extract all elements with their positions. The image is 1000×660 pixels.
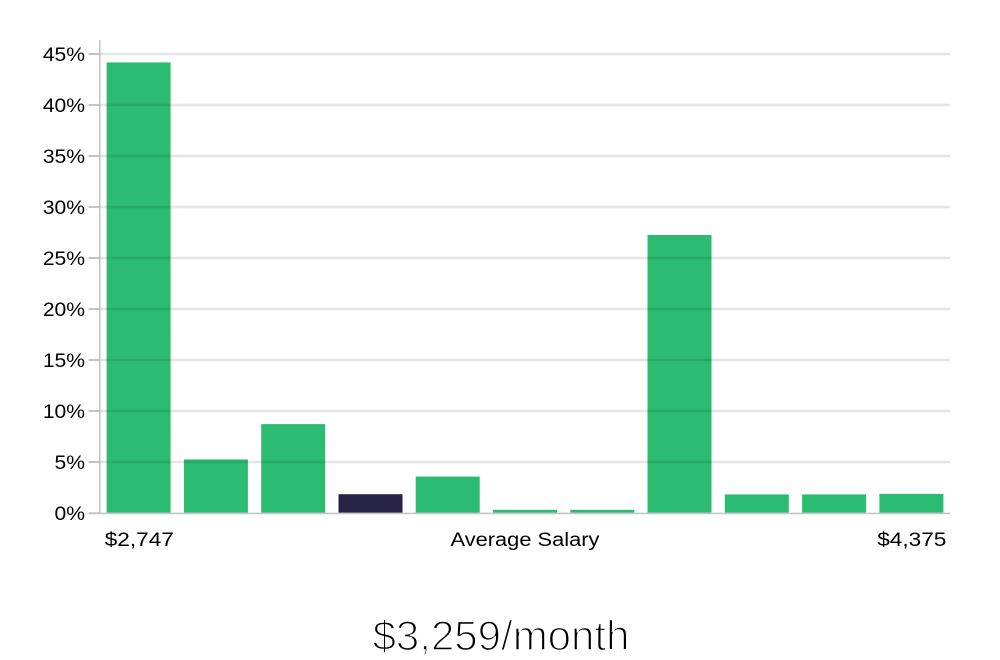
svg-text:5%: 5% [55, 453, 85, 474]
svg-text:$4,375: $4,375 [877, 529, 946, 550]
svg-text:20%: 20% [43, 300, 85, 321]
svg-text:30%: 30% [43, 198, 85, 219]
svg-text:15%: 15% [43, 351, 85, 372]
svg-text:Average Salary: Average Salary [451, 529, 601, 551]
svg-text:$3,259/month: $3,259/month [373, 612, 630, 659]
svg-text:40%: 40% [43, 96, 85, 117]
svg-text:25%: 25% [43, 249, 85, 270]
svg-text:45%: 45% [43, 45, 85, 66]
svg-text:10%: 10% [43, 402, 85, 423]
svg-text:$2,747: $2,747 [105, 529, 174, 550]
svg-text:0%: 0% [55, 504, 85, 525]
svg-text:35%: 35% [43, 147, 85, 168]
